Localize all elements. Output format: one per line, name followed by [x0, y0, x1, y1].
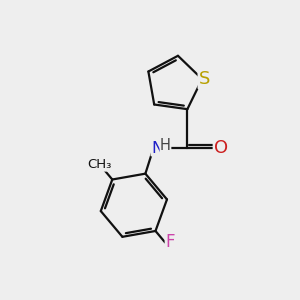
- Text: S: S: [199, 70, 210, 88]
- Text: O: O: [214, 139, 228, 157]
- Text: N: N: [151, 141, 164, 156]
- Text: CH₃: CH₃: [87, 158, 111, 171]
- Text: H: H: [160, 138, 171, 153]
- Text: F: F: [166, 233, 175, 251]
